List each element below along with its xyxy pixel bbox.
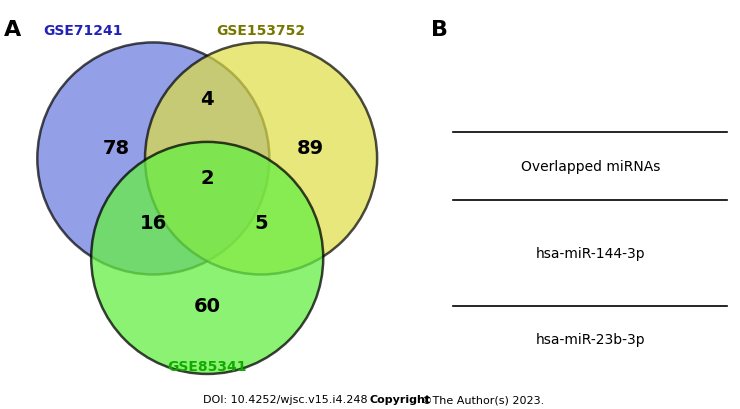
Text: hsa-miR-23b-3p: hsa-miR-23b-3p	[536, 333, 645, 346]
Text: Overlapped miRNAs: Overlapped miRNAs	[520, 160, 660, 173]
Text: 78: 78	[102, 138, 130, 157]
Circle shape	[37, 43, 269, 275]
Text: 2: 2	[201, 169, 214, 187]
Text: 16: 16	[140, 213, 167, 232]
Text: 4: 4	[201, 89, 214, 108]
Text: GSE153752: GSE153752	[217, 24, 306, 38]
Text: 89: 89	[297, 138, 324, 157]
Text: 5: 5	[255, 213, 268, 232]
Text: Copyright: Copyright	[370, 394, 431, 404]
Circle shape	[145, 43, 377, 275]
Text: ©The Author(s) 2023.: ©The Author(s) 2023.	[418, 394, 545, 404]
Text: hsa-miR-144-3p: hsa-miR-144-3p	[536, 246, 645, 260]
Text: 60: 60	[194, 296, 221, 315]
Text: GSE85341: GSE85341	[167, 359, 247, 373]
Text: B: B	[431, 20, 448, 40]
Text: DOI: 10.4252/wjsc.v15.i4.248: DOI: 10.4252/wjsc.v15.i4.248	[203, 394, 370, 404]
Text: GSE71241: GSE71241	[43, 24, 123, 38]
Circle shape	[91, 142, 323, 374]
Text: A: A	[4, 20, 21, 40]
